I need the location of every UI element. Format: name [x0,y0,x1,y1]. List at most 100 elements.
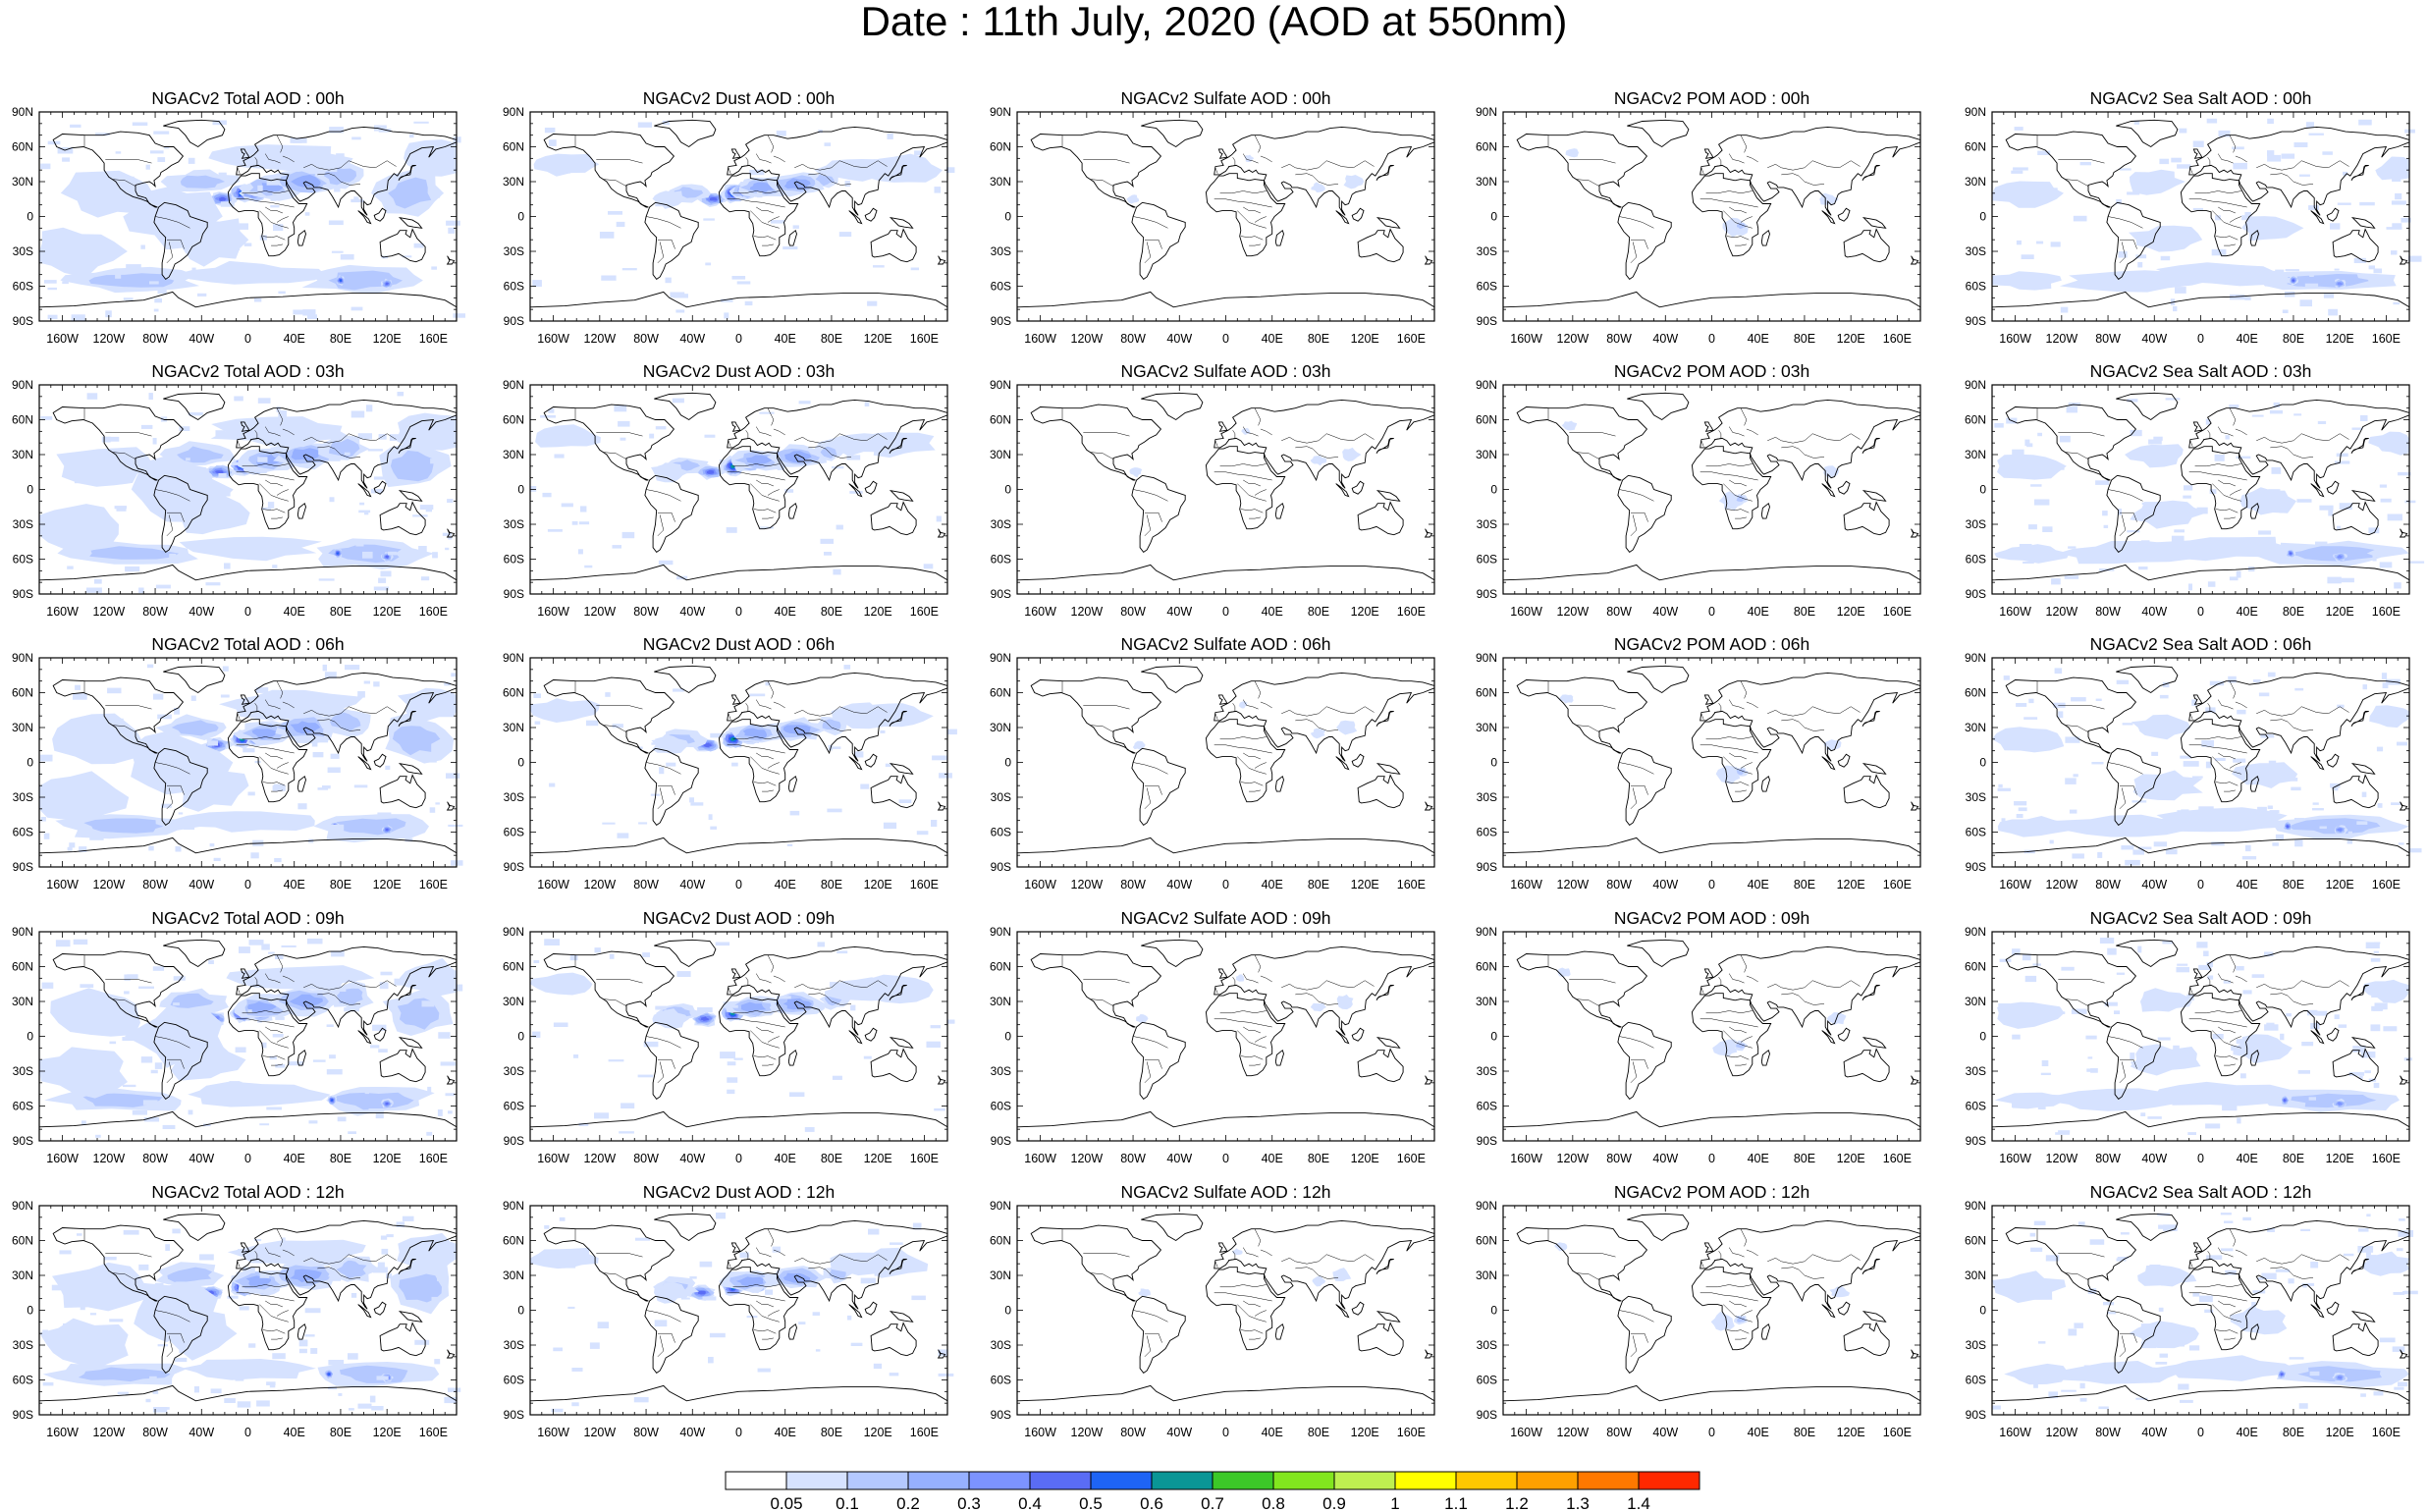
country-border [740,157,749,167]
aod-patch [272,191,280,195]
country-borders [574,135,888,263]
country-border [657,787,665,809]
aod-patch [146,664,154,669]
aod-patch [270,204,280,208]
aod-patch [690,802,704,806]
aod-patch [362,551,373,559]
country-border [1705,463,1753,467]
country-border [1219,190,1267,194]
aod-contour [330,712,361,732]
aod-patch [268,951,275,954]
aod-patch [352,665,358,670]
aod-patch [2395,163,2403,168]
aod-patch [708,814,713,820]
aod-patch [2137,262,2143,268]
lon-tick-label: 80E [1308,605,1329,619]
coastline-europeAsia [236,399,458,489]
coastline-australia [379,1322,426,1357]
aod-patch [179,426,190,431]
lon-tick-label: 80E [2283,605,2304,619]
aod-patch [759,526,774,529]
aod-patch [410,1304,425,1308]
country-border [1240,782,1264,786]
aod-patch [2264,281,2270,287]
coastline-australia [870,501,917,536]
aod-patch [2023,717,2038,720]
aod-patch [2122,723,2133,726]
coastline-madagascar [297,1323,306,1340]
aod-patch [281,1237,286,1243]
lon-tick-label: 80E [821,332,842,346]
country-border [1705,736,1753,740]
aod-patch [165,1244,170,1251]
aod-patch [2214,454,2225,461]
map-frame [38,111,458,322]
country-border [839,433,888,442]
aod-patch [276,405,281,412]
aod-patch [532,1031,541,1038]
aod-patch [190,695,196,701]
country-border [596,159,643,164]
country-border [1242,426,1259,437]
coastline-australia [1843,774,1890,809]
aod-patch [420,576,430,581]
coastline-europeAsia [1214,945,1435,1036]
map-panel-dust: NGACv2 Dust AOD : 00h 90N 60N 30N 0 30S 60S 90S… [491,88,982,365]
country-borders [574,954,888,1083]
aod-field [39,392,457,594]
lat-tick-label: 90N [1476,925,1497,939]
aod-contour [709,197,718,201]
aod-patch [178,784,187,787]
country-border [1254,954,1262,973]
aod-patch [276,821,286,828]
aod-patch [573,1054,579,1058]
aod-patch [2271,466,2282,474]
aod-patch [2289,286,2303,290]
aod-patch [854,751,864,758]
aod-patch [272,565,278,568]
aod-patch [616,221,625,228]
aod-patch [103,1257,117,1261]
aod-patch [880,729,886,733]
country-border [1243,1026,1261,1034]
map-panel-total: NGACv2 Total AOD : 03h 90N 60N 30N 0 30S 60S 90… [0,361,491,638]
country-border [1243,479,1261,487]
coastline-northAmerica [1030,676,1162,754]
country-border [2224,1063,2236,1066]
lon-tick-label: 40W [1166,605,1192,619]
coastline-australia [1843,228,1890,263]
aod-patch [2049,839,2054,844]
map-frame [1502,657,1921,868]
country-border [1740,1036,1753,1043]
aod-patch [946,729,957,735]
aod-patch [2024,273,2029,280]
aod-patch [293,309,309,315]
lat-tick-label: 90N [990,925,1011,939]
country-border [767,1036,780,1043]
aod-patch [115,271,122,279]
country-border [1237,756,1267,775]
country-border [825,448,852,459]
country-border [276,680,284,699]
aod-patch [2152,456,2162,460]
lon-tick-label: 0 [2197,332,2204,346]
country-border [1700,167,1704,174]
aod-patch [2381,673,2388,679]
country-border [728,713,731,720]
lon-tick-label: 160E [2372,605,2401,619]
aod-patch [304,1308,321,1314]
aod-patch [174,708,180,715]
aod-patch [209,843,215,847]
aod-patch [934,1107,945,1111]
country-border [2224,789,2236,792]
aod-contour [39,504,119,552]
aod-patch [248,940,264,945]
aod-patch [549,783,556,787]
coastline-borneo [373,753,387,768]
aod-patch [372,1024,387,1031]
tick-marks [1016,931,1435,1142]
aod-patch [2114,1010,2121,1014]
coastline-northAmerica [2005,404,2137,481]
coastline-australia [2332,228,2379,263]
coastline-madagascar [1760,502,1770,519]
